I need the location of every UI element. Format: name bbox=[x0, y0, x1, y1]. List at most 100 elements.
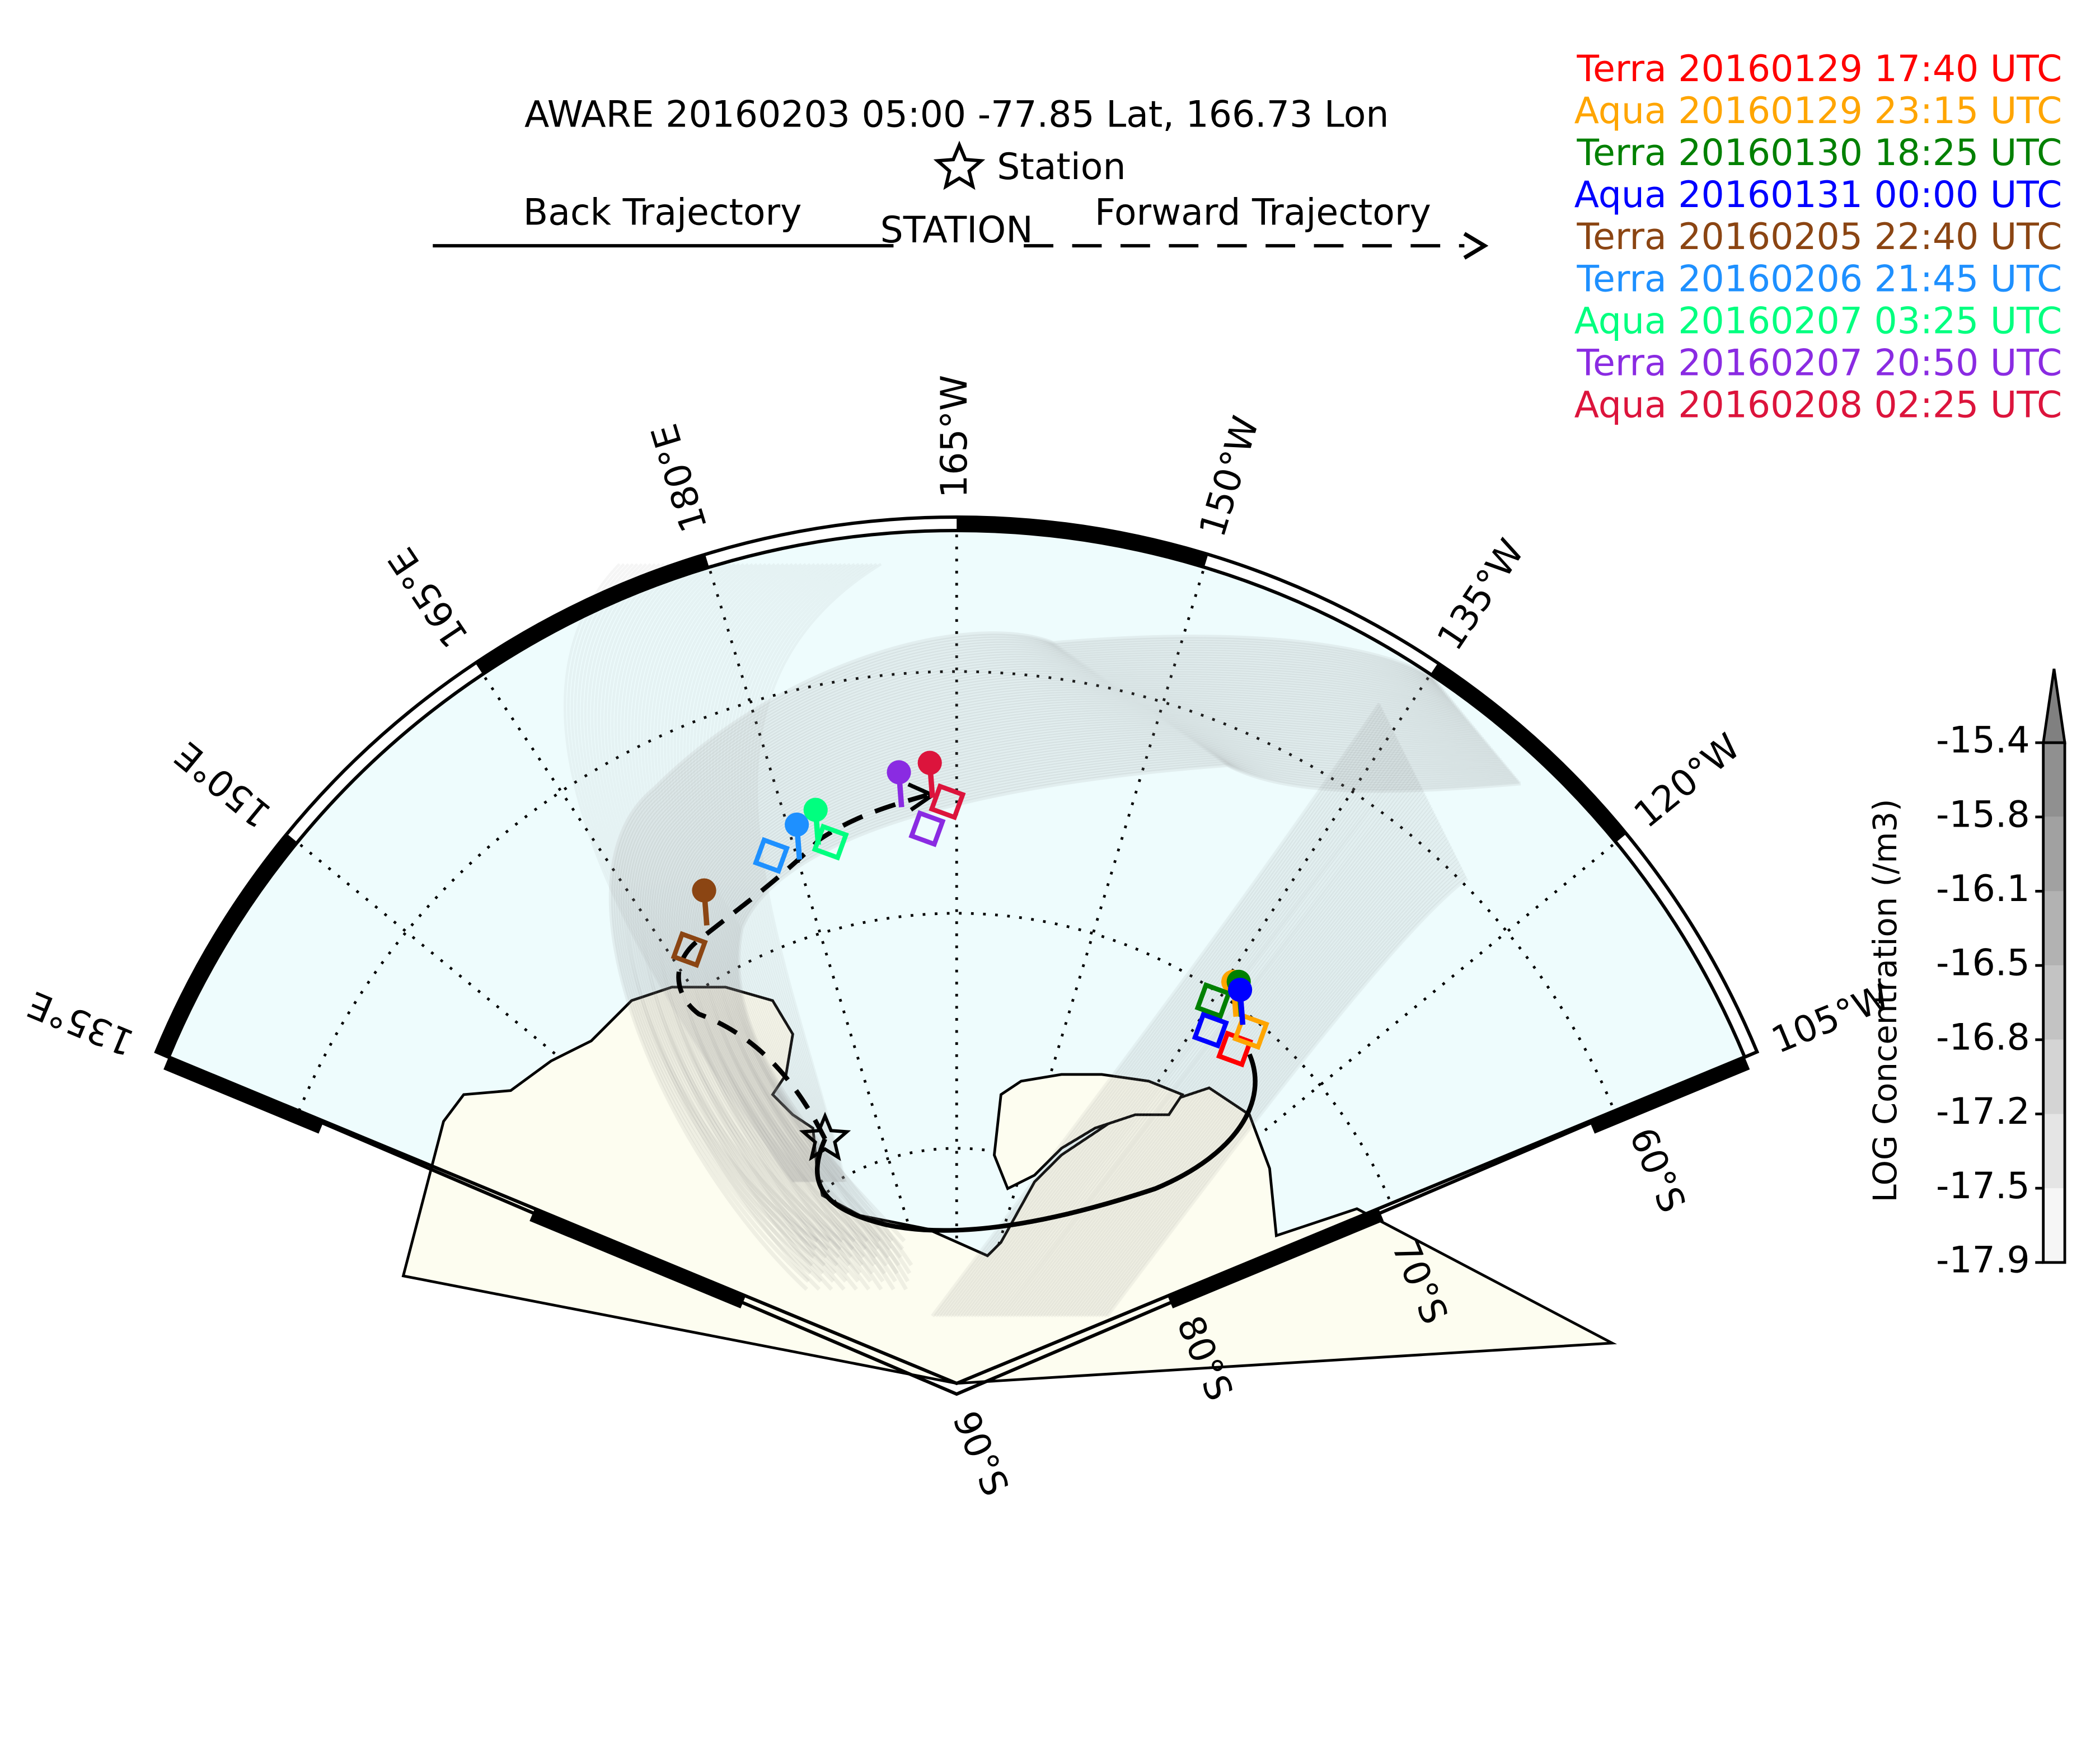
plume-trajectory bbox=[1005, 776, 1419, 1318]
overpass-legend-entry: Aqua 20160207 03:25 UTC bbox=[1574, 300, 2062, 342]
plume-trajectory bbox=[936, 709, 1385, 1318]
plume-trajectory bbox=[723, 748, 1511, 1266]
plume-trajectory bbox=[676, 563, 824, 1183]
plume-trajectory bbox=[1096, 867, 1464, 1318]
plume-trajectory bbox=[705, 730, 1497, 1283]
forward-trajectory-label: Forward Trajectory bbox=[1095, 192, 1431, 234]
colorbar-segment bbox=[2043, 1039, 2065, 1114]
plume-trajectory bbox=[654, 563, 818, 1183]
plume-trajectory bbox=[632, 656, 1449, 1267]
back-trajectory-label: Back Trajectory bbox=[523, 192, 802, 234]
overpass-legend-entry: Aqua 20160129 23:15 UTC bbox=[1574, 90, 2062, 132]
parallel bbox=[297, 670, 1616, 1112]
plume-trajectory bbox=[639, 663, 1454, 1243]
frame-segment bbox=[475, 554, 709, 674]
plume-trajectory bbox=[683, 563, 827, 1183]
plume-trajectory bbox=[574, 563, 797, 1183]
plume-trajectory bbox=[752, 562, 878, 1183]
longitude-label: 165°W bbox=[934, 375, 976, 498]
plume-trajectory bbox=[1090, 861, 1461, 1318]
longitude-label: 150°E bbox=[167, 733, 279, 836]
plume-trajectory bbox=[727, 562, 842, 1183]
plume-trajectory bbox=[1046, 818, 1439, 1318]
plume-trajectory bbox=[647, 563, 817, 1183]
colorbar-tick-label: -17.9 bbox=[1936, 1239, 2030, 1281]
frame-segment bbox=[1589, 1057, 1750, 1134]
plume-trajectory bbox=[1087, 858, 1460, 1318]
plume-trajectory bbox=[611, 634, 1436, 1283]
colorbar-tick-label: -15.8 bbox=[1936, 794, 2030, 836]
plume-trajectory bbox=[630, 653, 1448, 1275]
plume-trajectory bbox=[634, 658, 1451, 1259]
overpass-legend-entry: Terra 20160206 21:45 UTC bbox=[1576, 258, 2062, 300]
plume-trajectory bbox=[695, 719, 1490, 1267]
plume-trajectory bbox=[1010, 782, 1422, 1318]
plume-trajectory bbox=[1049, 820, 1441, 1318]
plume-trajectory bbox=[673, 563, 824, 1183]
colorbar-label: LOG Concentration (/m3) bbox=[1867, 799, 1904, 1202]
plume-trajectory bbox=[1084, 856, 1458, 1318]
plume-trajectory bbox=[614, 563, 808, 1183]
plume-trajectory bbox=[677, 702, 1478, 1275]
plume-trajectory bbox=[1066, 838, 1450, 1318]
overpass-box bbox=[929, 783, 966, 820]
plume-trajectory bbox=[749, 562, 873, 1183]
plume-trajectory bbox=[719, 744, 1508, 1283]
plume-trajectory bbox=[623, 646, 1443, 1243]
plume-trajectory bbox=[1093, 865, 1462, 1318]
overpass-point bbox=[1227, 978, 1253, 1002]
station-legend: Station bbox=[997, 146, 1126, 188]
longitude-label: 120°W bbox=[1626, 726, 1749, 837]
colorbar-extend bbox=[2041, 668, 2066, 744]
plume-trajectory bbox=[715, 562, 836, 1183]
colorbar-segment bbox=[2043, 743, 2065, 817]
plume-trajectory bbox=[1028, 800, 1431, 1318]
frame bbox=[166, 529, 1747, 1386]
overpass-box bbox=[1192, 1011, 1229, 1049]
station-star bbox=[799, 1111, 851, 1161]
plume-trajectory bbox=[931, 702, 1382, 1318]
plume-trajectory bbox=[597, 563, 803, 1183]
plume-trajectory bbox=[660, 563, 820, 1183]
plume-trajectory bbox=[725, 750, 1512, 1259]
overpass-legend-entry: Terra 20160129 17:40 UTC bbox=[1576, 48, 2062, 90]
plume-trajectory bbox=[1040, 811, 1436, 1318]
plume-trajectory bbox=[653, 677, 1462, 1251]
overpass-point bbox=[887, 760, 911, 785]
frame-segment bbox=[957, 517, 1208, 567]
colorbar-segment bbox=[2043, 1114, 2065, 1189]
plume-trajectory bbox=[584, 563, 800, 1183]
plume-trajectory bbox=[981, 753, 1407, 1318]
plume-trajectory bbox=[644, 668, 1456, 1283]
plume-trajectory bbox=[634, 563, 813, 1183]
longitude-label: 135°E bbox=[22, 983, 140, 1064]
latitude-label: 90°S bbox=[944, 1405, 1016, 1502]
plume-trajectory bbox=[580, 563, 799, 1183]
plume-trajectory bbox=[733, 759, 1518, 1283]
plume-trajectory bbox=[1037, 809, 1435, 1318]
plume-trajectory bbox=[655, 679, 1464, 1243]
plume-trajectory bbox=[616, 639, 1439, 1267]
plume-trajectory bbox=[713, 738, 1503, 1251]
plume-trajectory bbox=[711, 562, 835, 1183]
plume-trajectory bbox=[631, 563, 812, 1183]
plume-trajectory bbox=[641, 665, 1455, 1291]
plume-trajectory bbox=[743, 562, 864, 1183]
plume-trajectory bbox=[1079, 850, 1455, 1318]
plume-trajectory bbox=[709, 734, 1501, 1266]
plume-trajectory bbox=[613, 636, 1438, 1275]
plume-trajectory bbox=[703, 728, 1496, 1291]
colorbar-tick-label: -15.4 bbox=[1936, 720, 2030, 762]
plume-trajectory bbox=[621, 563, 809, 1183]
plume-trajectory bbox=[624, 563, 810, 1183]
plume-trajectory bbox=[644, 563, 816, 1183]
plume-trajectory bbox=[650, 675, 1461, 1259]
plume-trajectory bbox=[570, 563, 796, 1183]
plume-trajectory bbox=[1105, 876, 1469, 1318]
plume-trajectory bbox=[699, 724, 1493, 1251]
plume-trajectory bbox=[668, 693, 1473, 1251]
overpass-box bbox=[752, 837, 790, 874]
plume-trajectory bbox=[1075, 847, 1454, 1318]
station-label: STATION bbox=[880, 209, 1033, 251]
